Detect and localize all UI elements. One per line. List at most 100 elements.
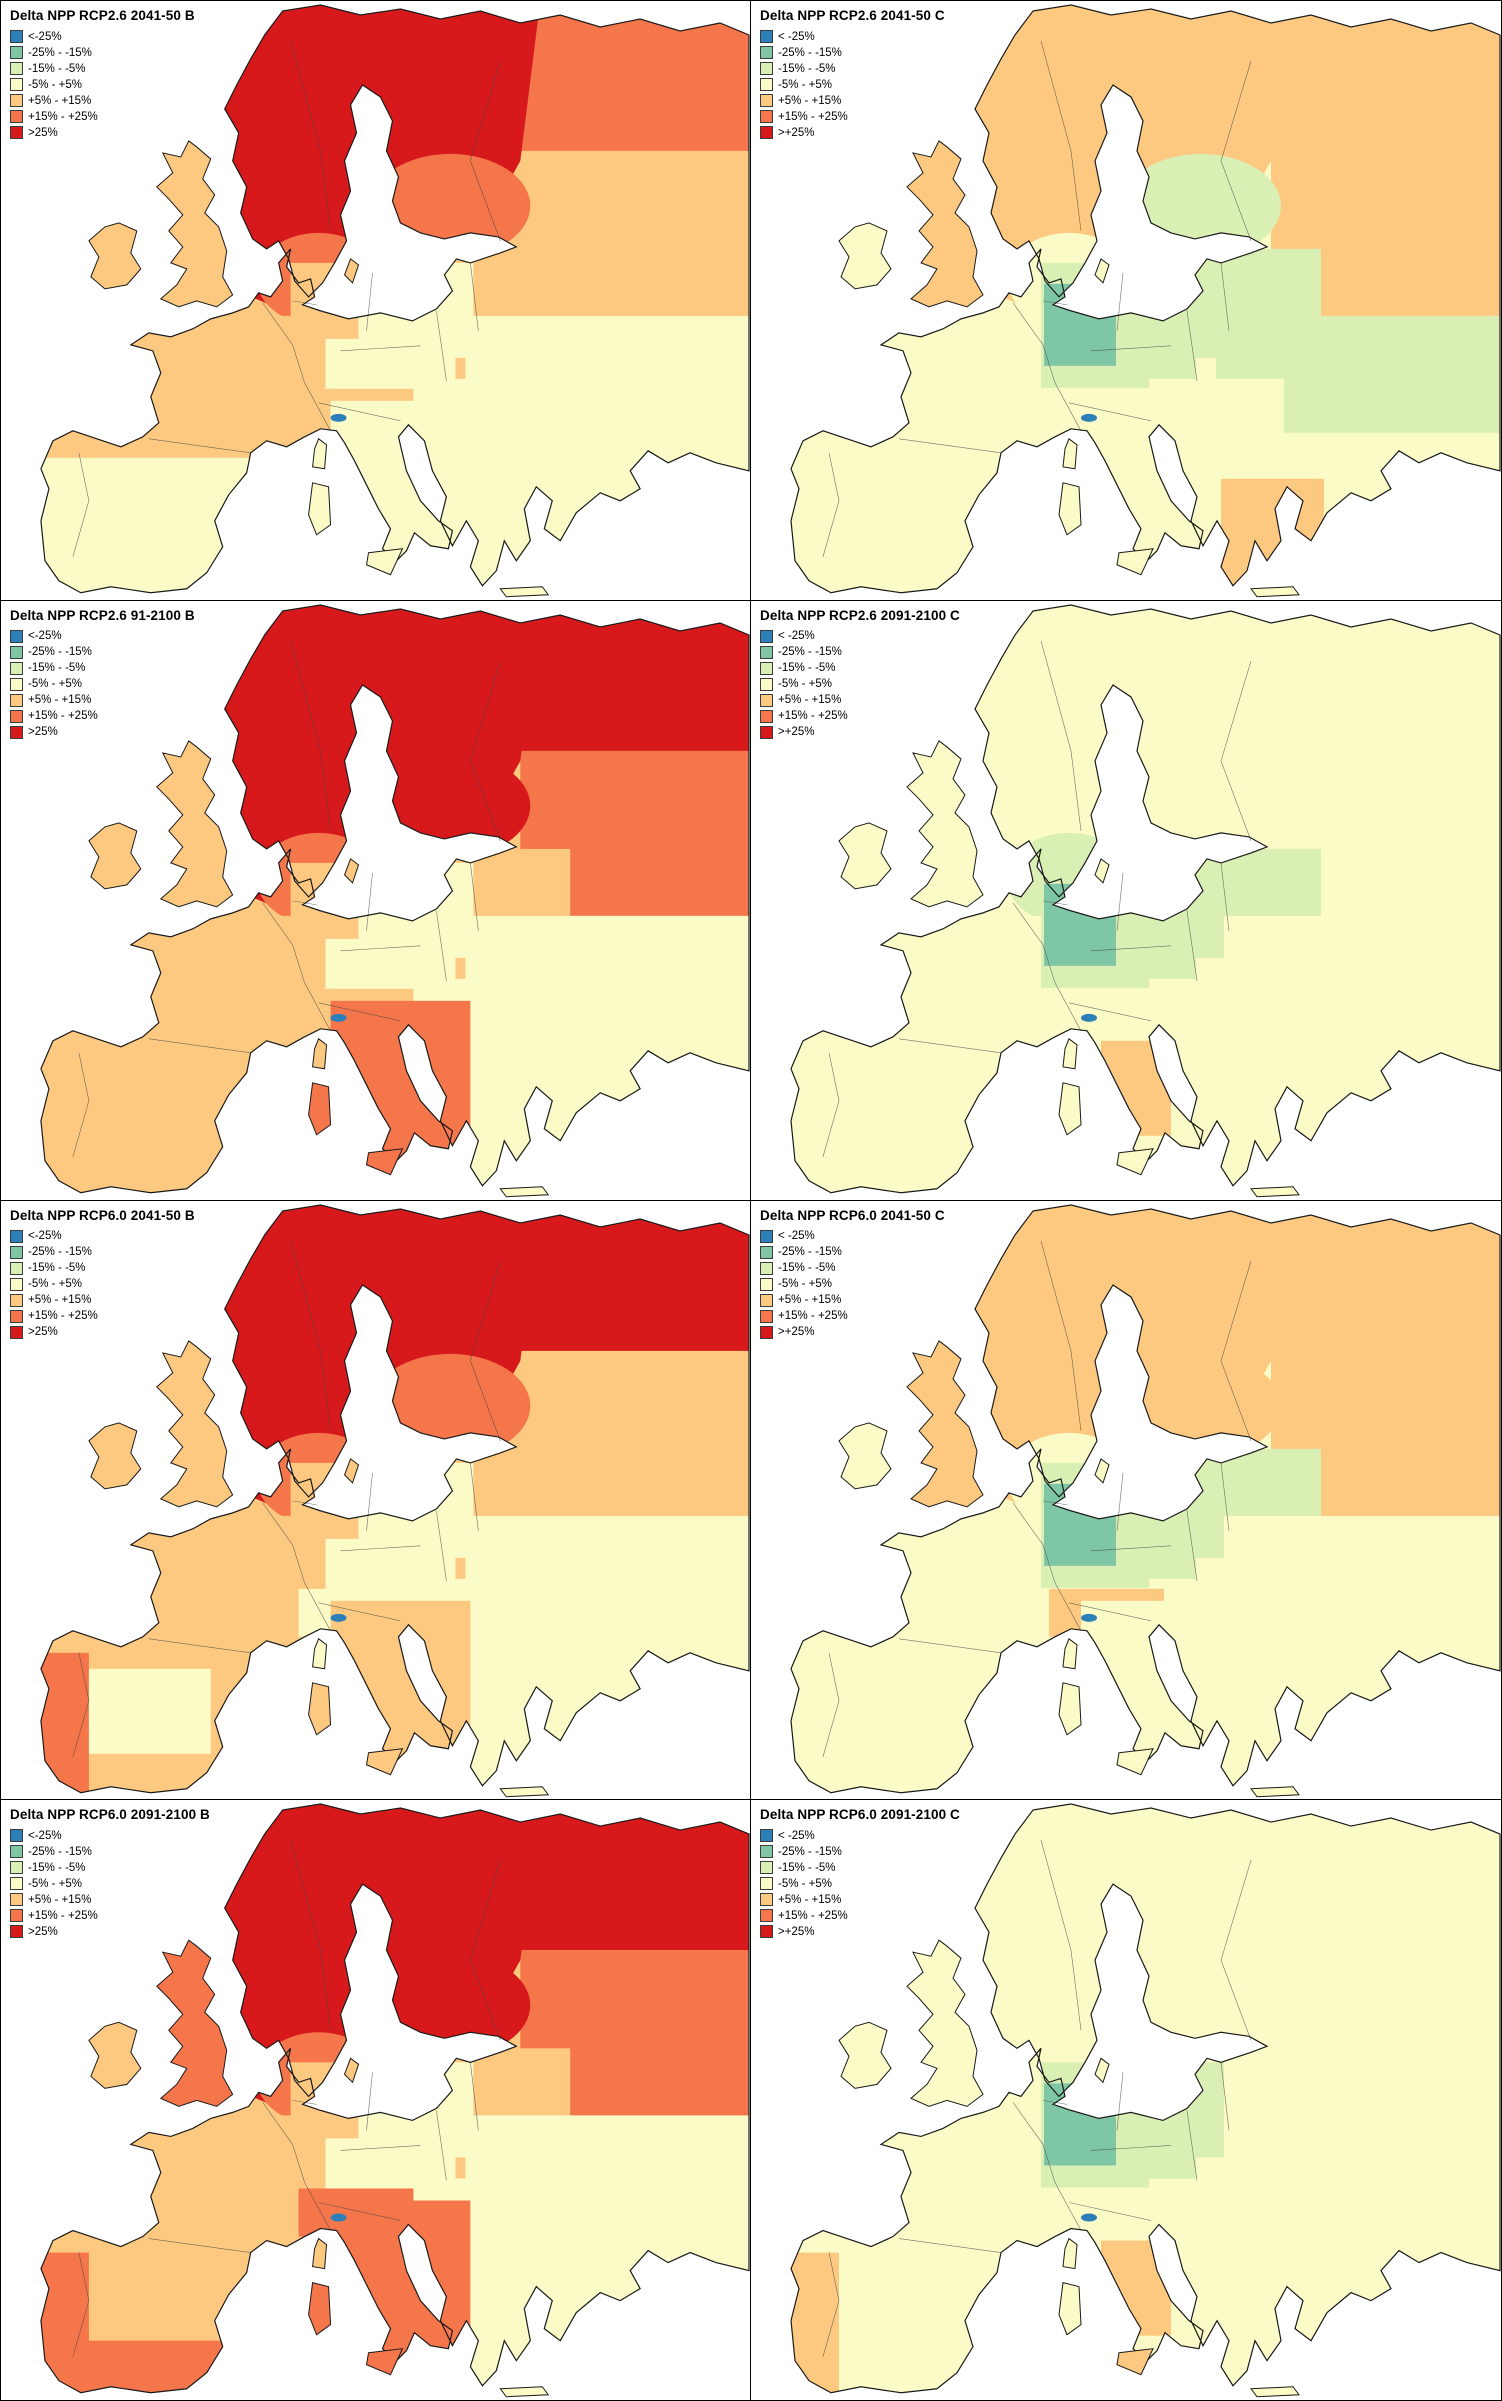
island-crete bbox=[1250, 1185, 1300, 1198]
legend-swatch bbox=[760, 1909, 773, 1923]
island-gotland bbox=[1094, 1457, 1110, 1484]
legend-label: <-25% bbox=[28, 1829, 62, 1842]
legend-label: < -25% bbox=[778, 1829, 815, 1842]
panel-overlay: Delta NPP RCP2.6 2091-2100 C < -25% -25% … bbox=[760, 608, 960, 742]
europe-map bbox=[1, 1, 750, 600]
legend-label: >+25% bbox=[778, 1326, 815, 1338]
legend-item: -25% - -15% bbox=[10, 645, 195, 659]
legend-item: <-25% bbox=[10, 1829, 210, 1843]
island-corsica bbox=[312, 2238, 328, 2270]
legend-item: -5% - +5% bbox=[10, 677, 195, 691]
legend-item: -25% - -15% bbox=[10, 1845, 210, 1859]
map-panel: Delta NPP RCP6.0 2091-2100 C < -25% -25% … bbox=[751, 1800, 1501, 2400]
legend-item: -15% - -5% bbox=[760, 62, 945, 75]
legend-swatch bbox=[10, 661, 23, 675]
legend-swatch bbox=[760, 725, 773, 739]
legend-label: >25% bbox=[28, 1925, 58, 1938]
legend-item: +15% - +25% bbox=[760, 1309, 945, 1323]
legend-swatch bbox=[10, 30, 23, 43]
region-alps_spot bbox=[1081, 1613, 1097, 1622]
island-uk bbox=[156, 739, 234, 908]
legend-swatch bbox=[10, 1893, 23, 1907]
legend: <-25% -25% - -15% -15% - -5% -5% - +5% +5% -… bbox=[10, 629, 195, 739]
island-gotland bbox=[343, 1457, 360, 1484]
legend-swatch bbox=[760, 78, 773, 91]
legend-swatch bbox=[10, 1845, 23, 1859]
island-ireland bbox=[88, 222, 142, 290]
legend-label: -25% - -15% bbox=[778, 1845, 842, 1858]
legend-item: +5% - +15% bbox=[10, 693, 195, 707]
legend-label: < -25% bbox=[778, 1230, 815, 1242]
legend-label: >+25% bbox=[778, 726, 815, 739]
island-sardinia bbox=[308, 482, 332, 536]
region-alps_spot bbox=[1081, 413, 1097, 422]
island-sardinia bbox=[308, 1081, 332, 1136]
island-crete bbox=[499, 1785, 550, 1797]
legend-item: -15% - -5% bbox=[760, 1861, 960, 1875]
island-crete bbox=[1250, 586, 1300, 598]
island-ireland bbox=[88, 822, 142, 890]
legend-label: +5% - +15% bbox=[778, 694, 842, 707]
panel-overlay: Delta NPP RCP2.6 2041-50 C < -25% -25% - … bbox=[760, 8, 945, 142]
legend-item: +15% - +25% bbox=[760, 709, 960, 723]
legend-swatch bbox=[760, 1893, 773, 1907]
legend-swatch bbox=[10, 1245, 23, 1259]
panel-overlay: Delta NPP RCP6.0 2091-2100 C < -25% -25% … bbox=[760, 1807, 960, 1941]
legend-item: +5% - +15% bbox=[10, 1293, 195, 1307]
legend-item: <-25% bbox=[10, 1229, 195, 1243]
island-crete bbox=[1250, 2386, 1300, 2398]
legend: <-25% -25% - -15% -15% - -5% -5% - +5% +5% -… bbox=[10, 1829, 210, 1939]
region-arctic_ne bbox=[1251, 4, 1500, 151]
legend-label: < -25% bbox=[778, 30, 815, 43]
legend-label: <-25% bbox=[28, 30, 62, 43]
legend-label: -15% - -5% bbox=[778, 62, 836, 75]
legend-swatch bbox=[760, 693, 773, 707]
legend-item: +5% - +15% bbox=[760, 1293, 945, 1307]
legend-label: +5% - +15% bbox=[28, 1893, 92, 1906]
europe-map bbox=[751, 1800, 1501, 2400]
europe-map bbox=[1, 1200, 750, 1800]
island-sicily bbox=[1116, 1147, 1154, 1176]
legend-swatch bbox=[10, 1293, 23, 1307]
legend-label: +15% - +25% bbox=[778, 1909, 848, 1922]
legend-label: +15% - +25% bbox=[778, 1310, 848, 1322]
legend-label: -5% - +5% bbox=[778, 1278, 833, 1290]
legend-label: +5% - +15% bbox=[778, 1893, 842, 1906]
legend-label: +15% - +25% bbox=[28, 1310, 98, 1322]
island-sardinia bbox=[1058, 1681, 1082, 1736]
region-arctic_ne bbox=[500, 604, 750, 751]
legend-item: -5% - +5% bbox=[10, 78, 195, 91]
legend-swatch bbox=[760, 62, 773, 75]
legend-label: -5% - +5% bbox=[28, 78, 83, 91]
legend-label: -5% - +5% bbox=[28, 1278, 83, 1290]
legend-swatch bbox=[10, 645, 23, 659]
europe-map bbox=[1, 600, 750, 1200]
region-alps_spot bbox=[330, 413, 347, 422]
panel-title: Delta NPP RCP2.6 2041-50 C bbox=[760, 8, 945, 23]
legend-item: >+25% bbox=[760, 1925, 960, 1939]
legend-item: +5% - +15% bbox=[760, 1893, 960, 1907]
legend-label: -25% - -15% bbox=[28, 1845, 92, 1858]
legend-swatch bbox=[760, 1861, 773, 1875]
legend: <-25% -25% - -15% -15% - -5% -5% - +5% +5% -… bbox=[10, 30, 195, 139]
island-gotland bbox=[1094, 857, 1110, 884]
legend-swatch bbox=[760, 1829, 773, 1843]
legend-swatch bbox=[10, 110, 23, 123]
island-corsica bbox=[1062, 1037, 1078, 1070]
legend-item: -25% - -15% bbox=[10, 46, 195, 59]
legend-swatch bbox=[760, 1293, 773, 1307]
legend-label: -5% - +5% bbox=[778, 78, 833, 91]
panel-overlay: Delta NPP RCP6.0 2041-50 B <-25% -25% - -… bbox=[10, 1208, 195, 1342]
region-alps_spot bbox=[330, 1013, 347, 1022]
legend-item: +15% - +25% bbox=[10, 709, 195, 723]
island-sardinia bbox=[1058, 2282, 1082, 2336]
island-crete bbox=[499, 586, 550, 598]
legend-item: -15% - -5% bbox=[760, 1261, 945, 1275]
island-uk bbox=[156, 140, 234, 308]
legend-swatch bbox=[760, 1325, 773, 1339]
legend-label: -15% - -5% bbox=[778, 662, 836, 675]
legend-item: -25% - -15% bbox=[760, 1245, 945, 1259]
island-crete bbox=[1250, 1785, 1300, 1797]
legend-label: -5% - +5% bbox=[28, 678, 83, 691]
legend-item: +15% - +25% bbox=[10, 1909, 210, 1923]
